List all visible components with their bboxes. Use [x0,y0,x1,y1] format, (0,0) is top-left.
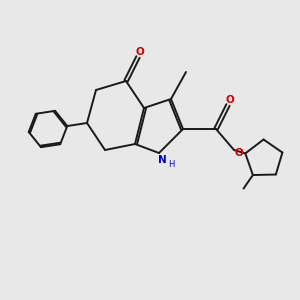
Text: N: N [158,154,167,165]
Text: H: H [168,160,174,169]
Text: O: O [225,94,234,105]
Text: O: O [234,148,243,158]
Text: O: O [135,46,144,57]
